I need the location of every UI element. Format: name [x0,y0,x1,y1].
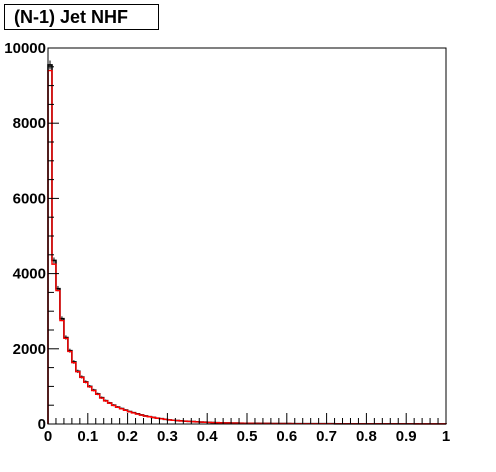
x-tick-label: 0 [44,428,52,445]
y-tick-label: 0 [38,416,46,433]
axes-group: 0 0.1 0.2 0.3 0.4 0.5 0.6 0.7 0.8 0.9 1 0 2000 4000 60… [4,40,450,445]
x-tick-label: 0.4 [197,428,219,445]
x-tick-label: 0.1 [77,428,98,445]
x-tick-label: 0.9 [396,428,417,445]
x-tick-label: 0.6 [276,428,297,445]
x-tick-label: 0.7 [316,428,337,445]
x-tick-label: 0.2 [117,428,138,445]
plot-frame [47,47,447,425]
y-tick-label: 4000 [13,266,46,283]
y-tick-label: 6000 [13,190,46,207]
x-tick-label: 0.8 [356,428,377,445]
series-group [47,60,447,425]
y-tick-label: 2000 [13,341,46,358]
x-tick-label: 0.3 [157,428,178,445]
histogram-series-0 [47,64,447,425]
chart-title: (N-1) Jet NHF [4,4,159,30]
x-tick-label: 1 [442,428,450,445]
y-tick-label: 8000 [13,115,46,132]
x-tick-label: 0.5 [237,428,258,445]
histogram-series-1 [47,69,447,425]
y-tick-label: 10000 [4,40,46,57]
